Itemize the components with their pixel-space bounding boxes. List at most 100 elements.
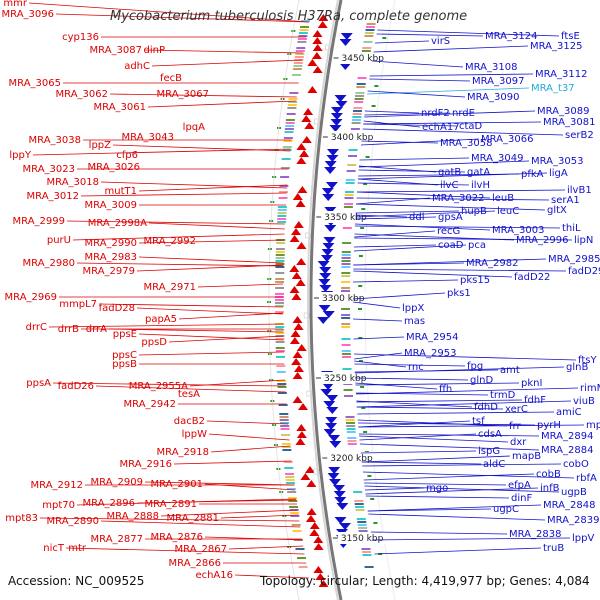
cog-stripe-outer-161 <box>347 440 357 442</box>
right-gene-label: thiL <box>562 223 581 234</box>
tick-label-bg <box>321 372 368 384</box>
left-gene-label: MRA_2891 <box>145 499 197 510</box>
misc-feature-27 <box>358 360 363 362</box>
right-leader-line <box>358 424 585 428</box>
forward-gene-6 <box>331 107 343 114</box>
right-leader-line <box>357 419 508 427</box>
pseudo-gene-3 <box>303 312 310 319</box>
cog-stripe-outer-192 <box>358 530 368 532</box>
left-gene-label: MRA_2888 <box>107 511 159 522</box>
reverse-gene-49 <box>309 529 320 536</box>
reverse-gene-15 <box>296 157 307 164</box>
right-leader-line <box>364 482 507 486</box>
left-gene-label: MRA_3009 <box>85 200 137 211</box>
right-gene-label: MRA_2839 <box>547 515 599 526</box>
cog-stripe-inner-103 <box>275 281 285 283</box>
left-gene-label: dacB2 <box>174 416 205 427</box>
cog-stripe-outer-132 <box>341 350 351 352</box>
right-gene-label: trmD <box>490 390 516 401</box>
right-gene-label: dxr <box>510 437 527 448</box>
right-gene-label: lipN <box>574 235 593 246</box>
cog-stripe-inner-13 <box>296 47 306 49</box>
right-leader-line <box>361 140 439 144</box>
cog-stripe-inner-6 <box>298 32 308 34</box>
cog-stripe-outer-74 <box>343 206 353 208</box>
cog-stripe-outer-187 <box>357 521 367 523</box>
right-gene-label: hupB <box>461 206 487 217</box>
cog-stripe-outer-88 <box>341 251 351 253</box>
feature-tracks <box>267 14 387 587</box>
right-gene-label: MRA_3097 <box>472 76 524 87</box>
left-gene-label: mpt83 <box>5 513 38 524</box>
cog-stripe-outer-183 <box>355 509 365 511</box>
left-leader-line <box>228 545 304 550</box>
forward-gene-4 <box>334 95 347 102</box>
right-leader-line <box>376 33 484 37</box>
cog-stripe-outer-65 <box>345 182 355 184</box>
cog-stripe-inner-138 <box>276 371 286 373</box>
right-leader-line <box>355 382 438 390</box>
right-leader-line <box>358 173 520 177</box>
left-gene-label: MRA_2912 <box>31 480 83 491</box>
right-leader-line <box>363 121 542 125</box>
cog-stripe-inner-32 <box>288 98 298 100</box>
left-leader-line <box>95 385 286 393</box>
left-gene-label: mpt70 <box>42 500 75 511</box>
cog-stripe-outer-107 <box>341 290 350 292</box>
forward-gene-9 <box>329 125 342 132</box>
cog-stripe-outer-57 <box>348 149 358 151</box>
forward-gene-21 <box>324 225 337 232</box>
left-gene-label: MRA_2942 <box>124 399 176 410</box>
right-leader-line <box>356 191 491 199</box>
cog-stripe-outer-127 <box>341 338 351 340</box>
cog-stripe-inner-172 <box>286 482 295 484</box>
right-leader-line <box>364 110 420 114</box>
cog-stripe-outer-122 <box>341 326 351 328</box>
right-gene-label: lppV <box>572 533 594 544</box>
cog-stripe-inner-162 <box>281 443 291 445</box>
cog-stripe-inner-154 <box>280 425 290 427</box>
right-leader-line <box>359 435 509 443</box>
left-leader-line <box>100 181 288 189</box>
forward-gene-50 <box>329 479 341 486</box>
cog-stripe-inner-123 <box>275 329 285 331</box>
reverse-gene-33 <box>296 344 307 351</box>
reverse-gene-52 <box>313 566 324 573</box>
right-leader-line <box>373 45 529 53</box>
misc-feature-33 <box>363 431 368 433</box>
right-leader-line <box>356 399 523 403</box>
cog-stripe-inner-99 <box>275 272 285 274</box>
left-leader-line <box>32 148 291 156</box>
cog-stripe-inner-134 <box>276 356 285 358</box>
right-gene-label: MRA_2953 <box>404 348 456 359</box>
left-gene-label: cyp136 <box>62 32 99 43</box>
cog-stripe-inner-52 <box>283 137 293 139</box>
left-gene-label: MRA_2983 <box>85 252 137 263</box>
cog-stripe-outer-151 <box>345 419 355 421</box>
cog-stripe-outer-153 <box>346 422 355 424</box>
left-gene-label: fecB <box>160 73 182 84</box>
forward-gene-55 <box>334 517 347 524</box>
forward-gene-41 <box>323 401 336 408</box>
left-gene-label: mutT1 <box>105 186 137 197</box>
reverse-gene-21 <box>289 235 300 242</box>
right-gene-label: rnc <box>408 362 424 373</box>
right-gene-label: MRA_3049 <box>471 153 523 164</box>
forward-gene-12 <box>326 155 339 162</box>
cog-stripe-outer-38 <box>353 107 363 109</box>
cog-stripe-outer-98 <box>341 266 351 268</box>
cog-stripe-inner-167 <box>283 461 293 463</box>
forward-gene-53 <box>334 497 347 504</box>
right-gene-label: infB <box>540 483 560 494</box>
cog-stripe-inner-76 <box>277 212 287 214</box>
cog-stripe-outer-96 <box>341 263 351 265</box>
right-gene-label: glnD <box>470 375 493 386</box>
left-gene-label: MRA_3067 <box>157 89 209 100</box>
right-leader-line <box>360 138 480 146</box>
forward-gene-29 <box>318 279 331 286</box>
cog-stripe-inner-188 <box>291 524 301 526</box>
reverse-gene-27 <box>289 286 300 293</box>
cog-stripe-inner-43 <box>285 119 295 121</box>
right-gene-label: MRA_3003 <box>492 225 544 236</box>
right-leader-line <box>364 112 451 116</box>
